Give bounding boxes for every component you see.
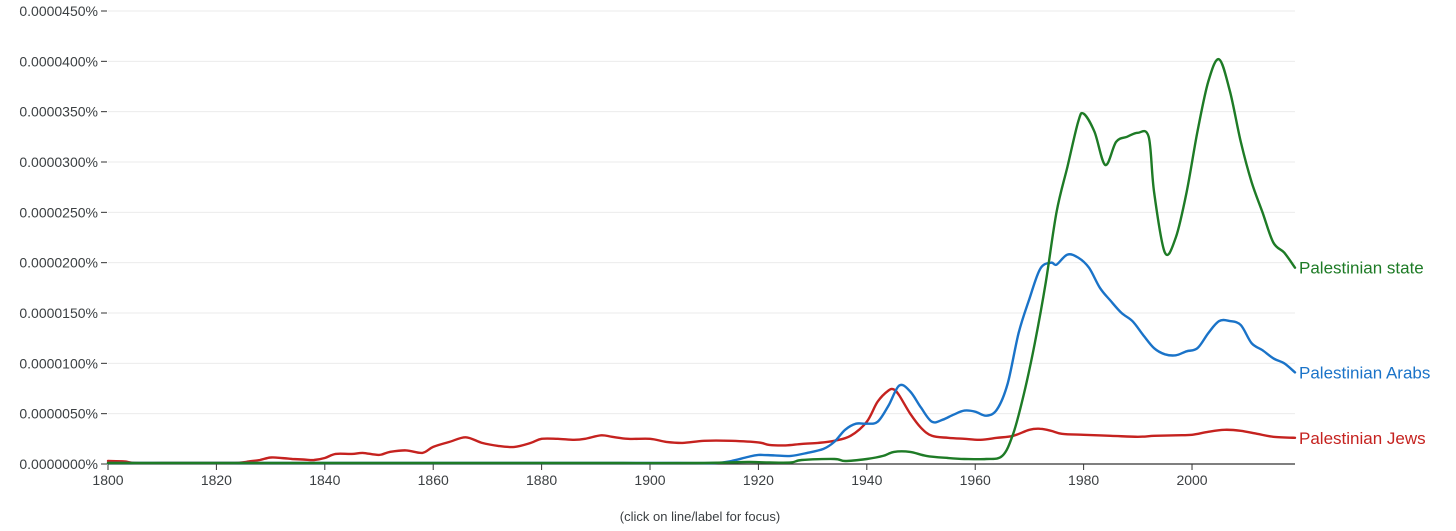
series-line-palestinian-arabs[interactable] [106, 253, 1297, 465]
y-axis: 0.0000000% 0.0000050% 0.0000100% 0.0000150%… [19, 3, 107, 472]
x-tick-label: 1820 [201, 472, 232, 488]
y-tick-label: 0.0000050% [19, 406, 98, 422]
y-tick-label: 0.0000150% [19, 305, 98, 321]
focus-hint: (click on line/label for focus) [619, 509, 781, 524]
series-labels: Palestinian Jews Palestinian Arabs Palesti… [1299, 259, 1430, 448]
y-tick-label: 0.0000200% [19, 255, 98, 271]
y-tick-label: 0.0000300% [19, 154, 98, 170]
x-tick-label: 1840 [309, 472, 340, 488]
series-lines [106, 58, 1297, 465]
series-label-palestinian-jews[interactable]: Palestinian Jews [1299, 429, 1426, 448]
x-tick-label: 1920 [743, 472, 774, 488]
x-tick-label: 2000 [1176, 472, 1207, 488]
series-label-palestinian-arabs[interactable]: Palestinian Arabs [1299, 363, 1430, 382]
y-tick-label: 0.0000350% [19, 104, 98, 120]
x-tick-label: 1940 [851, 472, 882, 488]
x-tick-label: 1860 [418, 472, 449, 488]
series-line-palestinian-jews[interactable] [106, 387, 1297, 465]
x-tick-label: 1960 [960, 472, 991, 488]
x-tick-label: 1800 [92, 472, 123, 488]
y-tick-label: 0.0000250% [19, 204, 98, 220]
y-tick-label: 0.0000000% [19, 456, 98, 472]
y-tick-label: 0.0000450% [19, 3, 98, 19]
y-tick-label: 0.0000400% [19, 53, 98, 69]
grid-lines [108, 10, 1295, 415]
x-tick-label: 1980 [1068, 472, 1099, 488]
series-label-palestinian-state[interactable]: Palestinian state [1299, 259, 1424, 278]
x-tick-label: 1900 [634, 472, 665, 488]
x-axis: 1800 1820 1840 1860 1880 1900 1920 1940 1960 1980… [92, 463, 1295, 488]
series-line-palestinian-state[interactable] [106, 58, 1297, 465]
x-tick-label: 1880 [526, 472, 557, 488]
y-tick-label: 0.0000100% [19, 355, 98, 371]
